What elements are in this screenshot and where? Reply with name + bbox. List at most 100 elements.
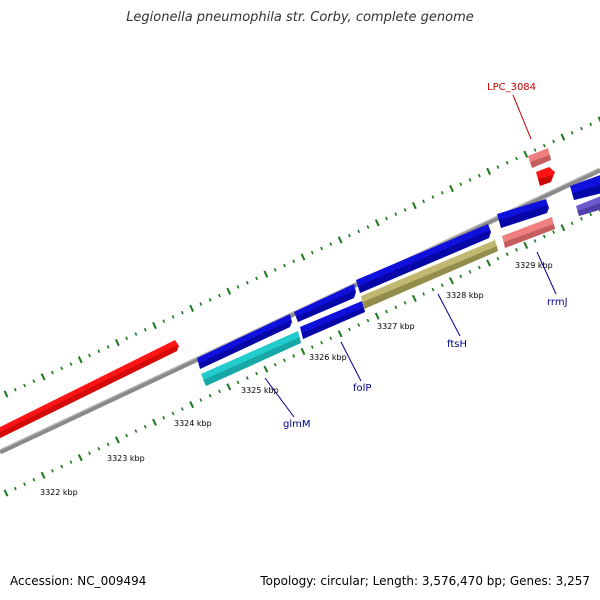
- minor-tick: [69, 362, 73, 366]
- minor-tick: [366, 318, 370, 323]
- minor-tick: [218, 293, 221, 298]
- major-tick: [226, 287, 232, 295]
- minor-tick: [292, 259, 296, 264]
- minor-tick: [143, 424, 147, 429]
- feature-gene-ftsH[interactable]: [361, 240, 498, 309]
- minor-tick: [431, 287, 435, 292]
- minor-tick: [255, 276, 258, 281]
- major-tick: [263, 270, 269, 278]
- minor-tick: [385, 309, 388, 314]
- major-tick: [337, 330, 343, 338]
- minor-tick: [505, 252, 509, 257]
- minor-tick: [403, 208, 407, 212]
- minor-tick: [496, 256, 500, 261]
- major-tick: [189, 400, 195, 409]
- feature-gene-blue-2[interactable]: [294, 284, 356, 322]
- label-leader-line: [437, 293, 461, 337]
- minor-tick: [13, 486, 17, 491]
- feature-rna-red[interactable]: [0, 340, 179, 443]
- major-tick: [374, 219, 380, 227]
- feature-gene-glmM[interactable]: [201, 331, 301, 386]
- minor-tick: [171, 315, 175, 319]
- minor-tick: [468, 270, 472, 274]
- minor-tick: [32, 477, 36, 482]
- major-tick: [152, 418, 157, 426]
- minor-tick: [106, 442, 110, 447]
- tick-label: 3329 kbp: [515, 261, 553, 270]
- minor-tick: [125, 433, 129, 438]
- minor-tick: [542, 143, 546, 148]
- minor-tick: [208, 298, 212, 302]
- minor-tick: [125, 336, 129, 341]
- major-tick: [77, 454, 83, 462]
- inner-tick-track: [3, 206, 600, 497]
- minor-tick: [69, 460, 73, 464]
- minor-tick: [88, 353, 91, 358]
- minor-tick: [431, 195, 435, 199]
- minor-tick: [589, 122, 593, 127]
- gene-labels: glmM folP ftsH rrmJ LPC_3084: [264, 82, 568, 430]
- minor-tick: [292, 354, 296, 358]
- minor-tick: [357, 323, 361, 327]
- gene-label[interactable]: rrmJ: [547, 297, 568, 308]
- minor-tick: [542, 234, 546, 239]
- minor-tick: [570, 131, 574, 135]
- minor-tick: [394, 212, 398, 216]
- major-tick: [337, 236, 343, 244]
- major-tick: [486, 167, 491, 175]
- major-tick: [152, 321, 157, 330]
- accession-text: Accession: NC_009494: [10, 574, 147, 588]
- minor-tick: [515, 248, 518, 252]
- gene-label[interactable]: folP: [353, 383, 371, 394]
- tick-label: 3326 kbp: [309, 353, 347, 362]
- minor-tick: [51, 370, 54, 375]
- minor-tick: [515, 156, 518, 161]
- minor-tick: [440, 190, 444, 195]
- major-tick: [77, 356, 83, 364]
- major-tick: [374, 312, 380, 320]
- minor-tick: [273, 362, 277, 367]
- minor-tick: [477, 173, 481, 178]
- gene-label[interactable]: LPC_3084: [487, 82, 536, 93]
- major-tick: [300, 253, 306, 261]
- minor-tick: [477, 265, 481, 270]
- minor-tick: [143, 327, 147, 332]
- minor-tick: [320, 246, 323, 251]
- feature-lpc-3084-rna[interactable]: [536, 167, 555, 186]
- minor-tick: [199, 398, 203, 402]
- minor-tick: [32, 379, 36, 383]
- major-tick: [226, 383, 232, 391]
- minor-tick: [468, 178, 472, 182]
- forward-strand-features: [0, 148, 600, 443]
- minor-tick: [162, 319, 166, 324]
- minor-tick: [329, 242, 333, 246]
- minor-tick: [552, 139, 555, 144]
- label-leader-line: [536, 251, 557, 295]
- minor-tick: [347, 327, 351, 332]
- minor-tick: [171, 411, 175, 416]
- feature-gene-rrmJ[interactable]: [502, 217, 555, 248]
- minor-tick: [134, 429, 138, 433]
- minor-tick: [385, 216, 388, 221]
- feature-gene-folP[interactable]: [300, 301, 365, 339]
- major-tick: [40, 373, 46, 381]
- feature-gene-blue-5[interactable]: [570, 173, 600, 200]
- feature-lpc-3084-pseudo[interactable]: [528, 148, 551, 168]
- minor-tick: [50, 469, 54, 473]
- label-leader-line: [512, 94, 532, 140]
- gene-label[interactable]: glmM: [283, 419, 311, 430]
- outer-tick-track: [3, 116, 600, 398]
- major-tick: [40, 471, 46, 479]
- major-tick: [114, 436, 120, 444]
- minor-tick: [236, 380, 240, 385]
- minor-tick: [199, 302, 203, 306]
- feature-gene-blue-1[interactable]: [197, 314, 292, 369]
- minor-tick: [23, 482, 26, 486]
- feature-gene-blue-3[interactable]: [356, 224, 491, 293]
- minor-tick: [97, 349, 101, 353]
- gene-label[interactable]: ftsH: [447, 339, 467, 350]
- minor-tick: [245, 280, 249, 285]
- feature-gene-purple[interactable]: [576, 194, 600, 216]
- feature-gene-blue-4[interactable]: [497, 199, 549, 228]
- minor-tick: [162, 416, 166, 420]
